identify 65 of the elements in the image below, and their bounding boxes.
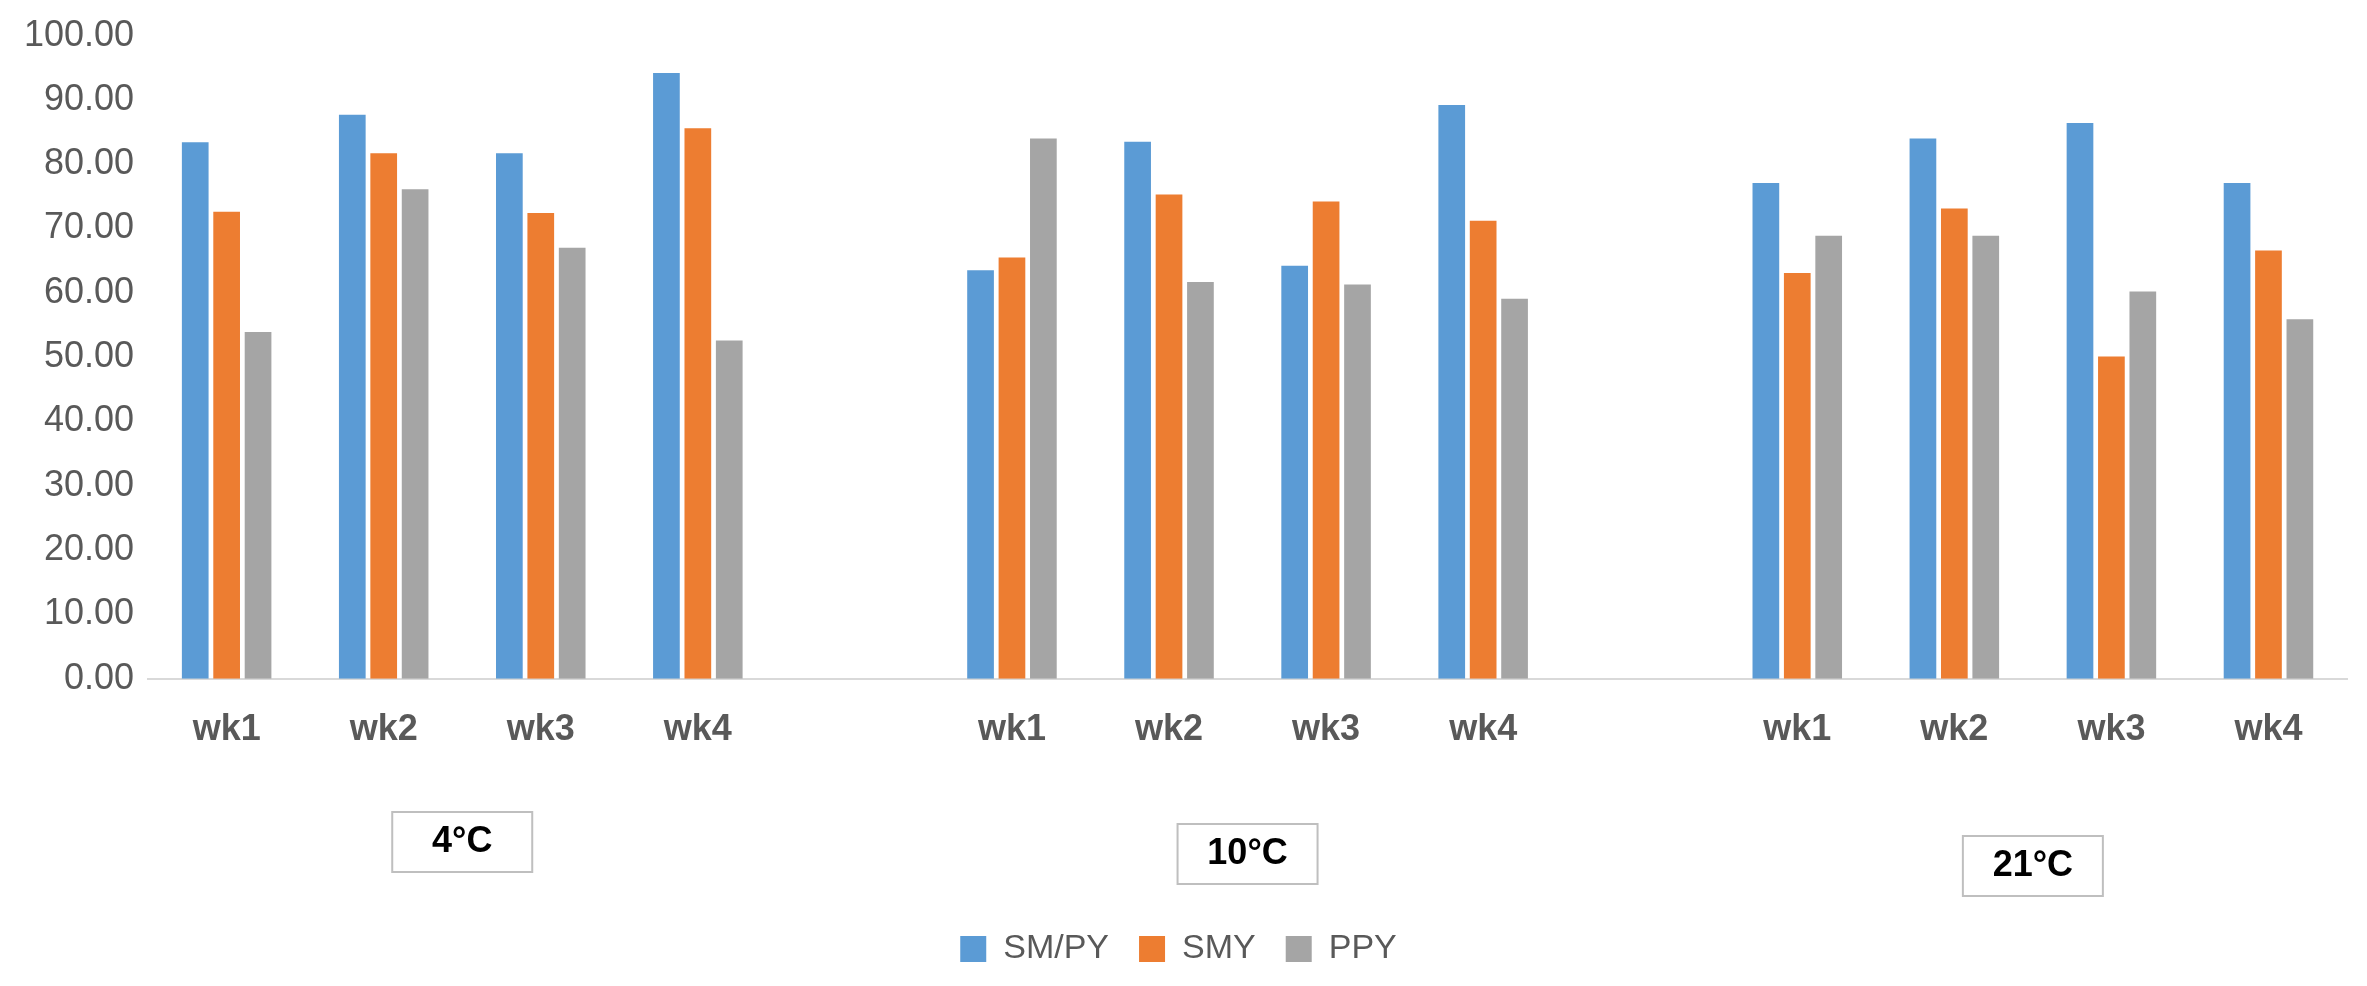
x-tick-label: wk2 xyxy=(1134,707,1204,749)
bar xyxy=(967,270,994,679)
x-tick-label: wk1 xyxy=(191,707,261,749)
bar xyxy=(1124,141,1151,679)
bar xyxy=(653,72,680,679)
bar xyxy=(2098,356,2125,679)
bar xyxy=(2066,123,2094,679)
y-tick-label: 20.00 xyxy=(44,527,135,569)
y-tick-label: 30.00 xyxy=(44,462,135,504)
bar xyxy=(244,332,272,679)
x-tick-label: wk3 xyxy=(505,707,575,749)
bar xyxy=(1281,265,1309,679)
y-tick-label: 10.00 xyxy=(44,591,135,633)
y-tick-label: 40.00 xyxy=(44,398,135,440)
bar xyxy=(2255,250,2282,679)
y-tick-label: 60.00 xyxy=(44,269,135,311)
bar xyxy=(1438,105,1466,679)
bar xyxy=(401,189,429,679)
bar xyxy=(1815,235,1843,679)
bar xyxy=(1752,182,1780,679)
bar xyxy=(496,153,523,679)
bar xyxy=(2129,291,2157,679)
bar xyxy=(1187,281,1214,679)
y-tick-label: 90.00 xyxy=(44,76,135,118)
y-tick-label: 70.00 xyxy=(44,205,135,247)
text: 4°C xyxy=(432,818,493,860)
x-tick-label: wk3 xyxy=(2076,707,2146,749)
x-tick-label: wk2 xyxy=(1919,707,1989,749)
y-tick-label: 100.00 xyxy=(24,12,135,54)
legend-label: PPY xyxy=(1328,927,1397,966)
bar xyxy=(1312,201,1340,679)
bar xyxy=(1909,138,1937,679)
bar xyxy=(998,257,1026,679)
bar xyxy=(2223,182,2251,679)
bar xyxy=(1030,138,1057,679)
bar xyxy=(1469,220,1497,679)
text: 10°C xyxy=(1207,830,1288,872)
y-tick-label: 80.00 xyxy=(44,141,135,183)
y-tick-label: 50.00 xyxy=(44,334,135,376)
bar xyxy=(558,247,586,679)
bar xyxy=(1155,194,1183,679)
bar xyxy=(715,340,743,679)
bar xyxy=(2286,319,2314,679)
x-tick-label: wk2 xyxy=(348,707,418,749)
legend-label: SM/PY xyxy=(1003,927,1110,966)
bar xyxy=(1501,298,1528,679)
bar xyxy=(527,213,555,679)
x-tick-label: wk4 xyxy=(2233,707,2303,749)
x-tick-label: wk4 xyxy=(1448,707,1518,749)
bar xyxy=(1344,284,1371,679)
text: 21°C xyxy=(1992,842,2074,884)
legend-label: SMY xyxy=(1182,927,1256,966)
x-tick-label: wk1 xyxy=(1762,707,1832,749)
bar xyxy=(338,114,366,679)
x-tick-label: wk3 xyxy=(1291,707,1361,749)
bar xyxy=(1940,208,1968,679)
bar xyxy=(1972,235,2000,679)
x-tick-label: wk4 xyxy=(662,707,732,749)
bar xyxy=(181,142,209,679)
bar xyxy=(684,128,712,679)
x-tick-label: wk1 xyxy=(976,707,1046,749)
bar xyxy=(370,153,398,679)
y-tick-label: 0.00 xyxy=(64,655,135,697)
bar xyxy=(1783,272,1811,679)
bar xyxy=(213,211,240,679)
